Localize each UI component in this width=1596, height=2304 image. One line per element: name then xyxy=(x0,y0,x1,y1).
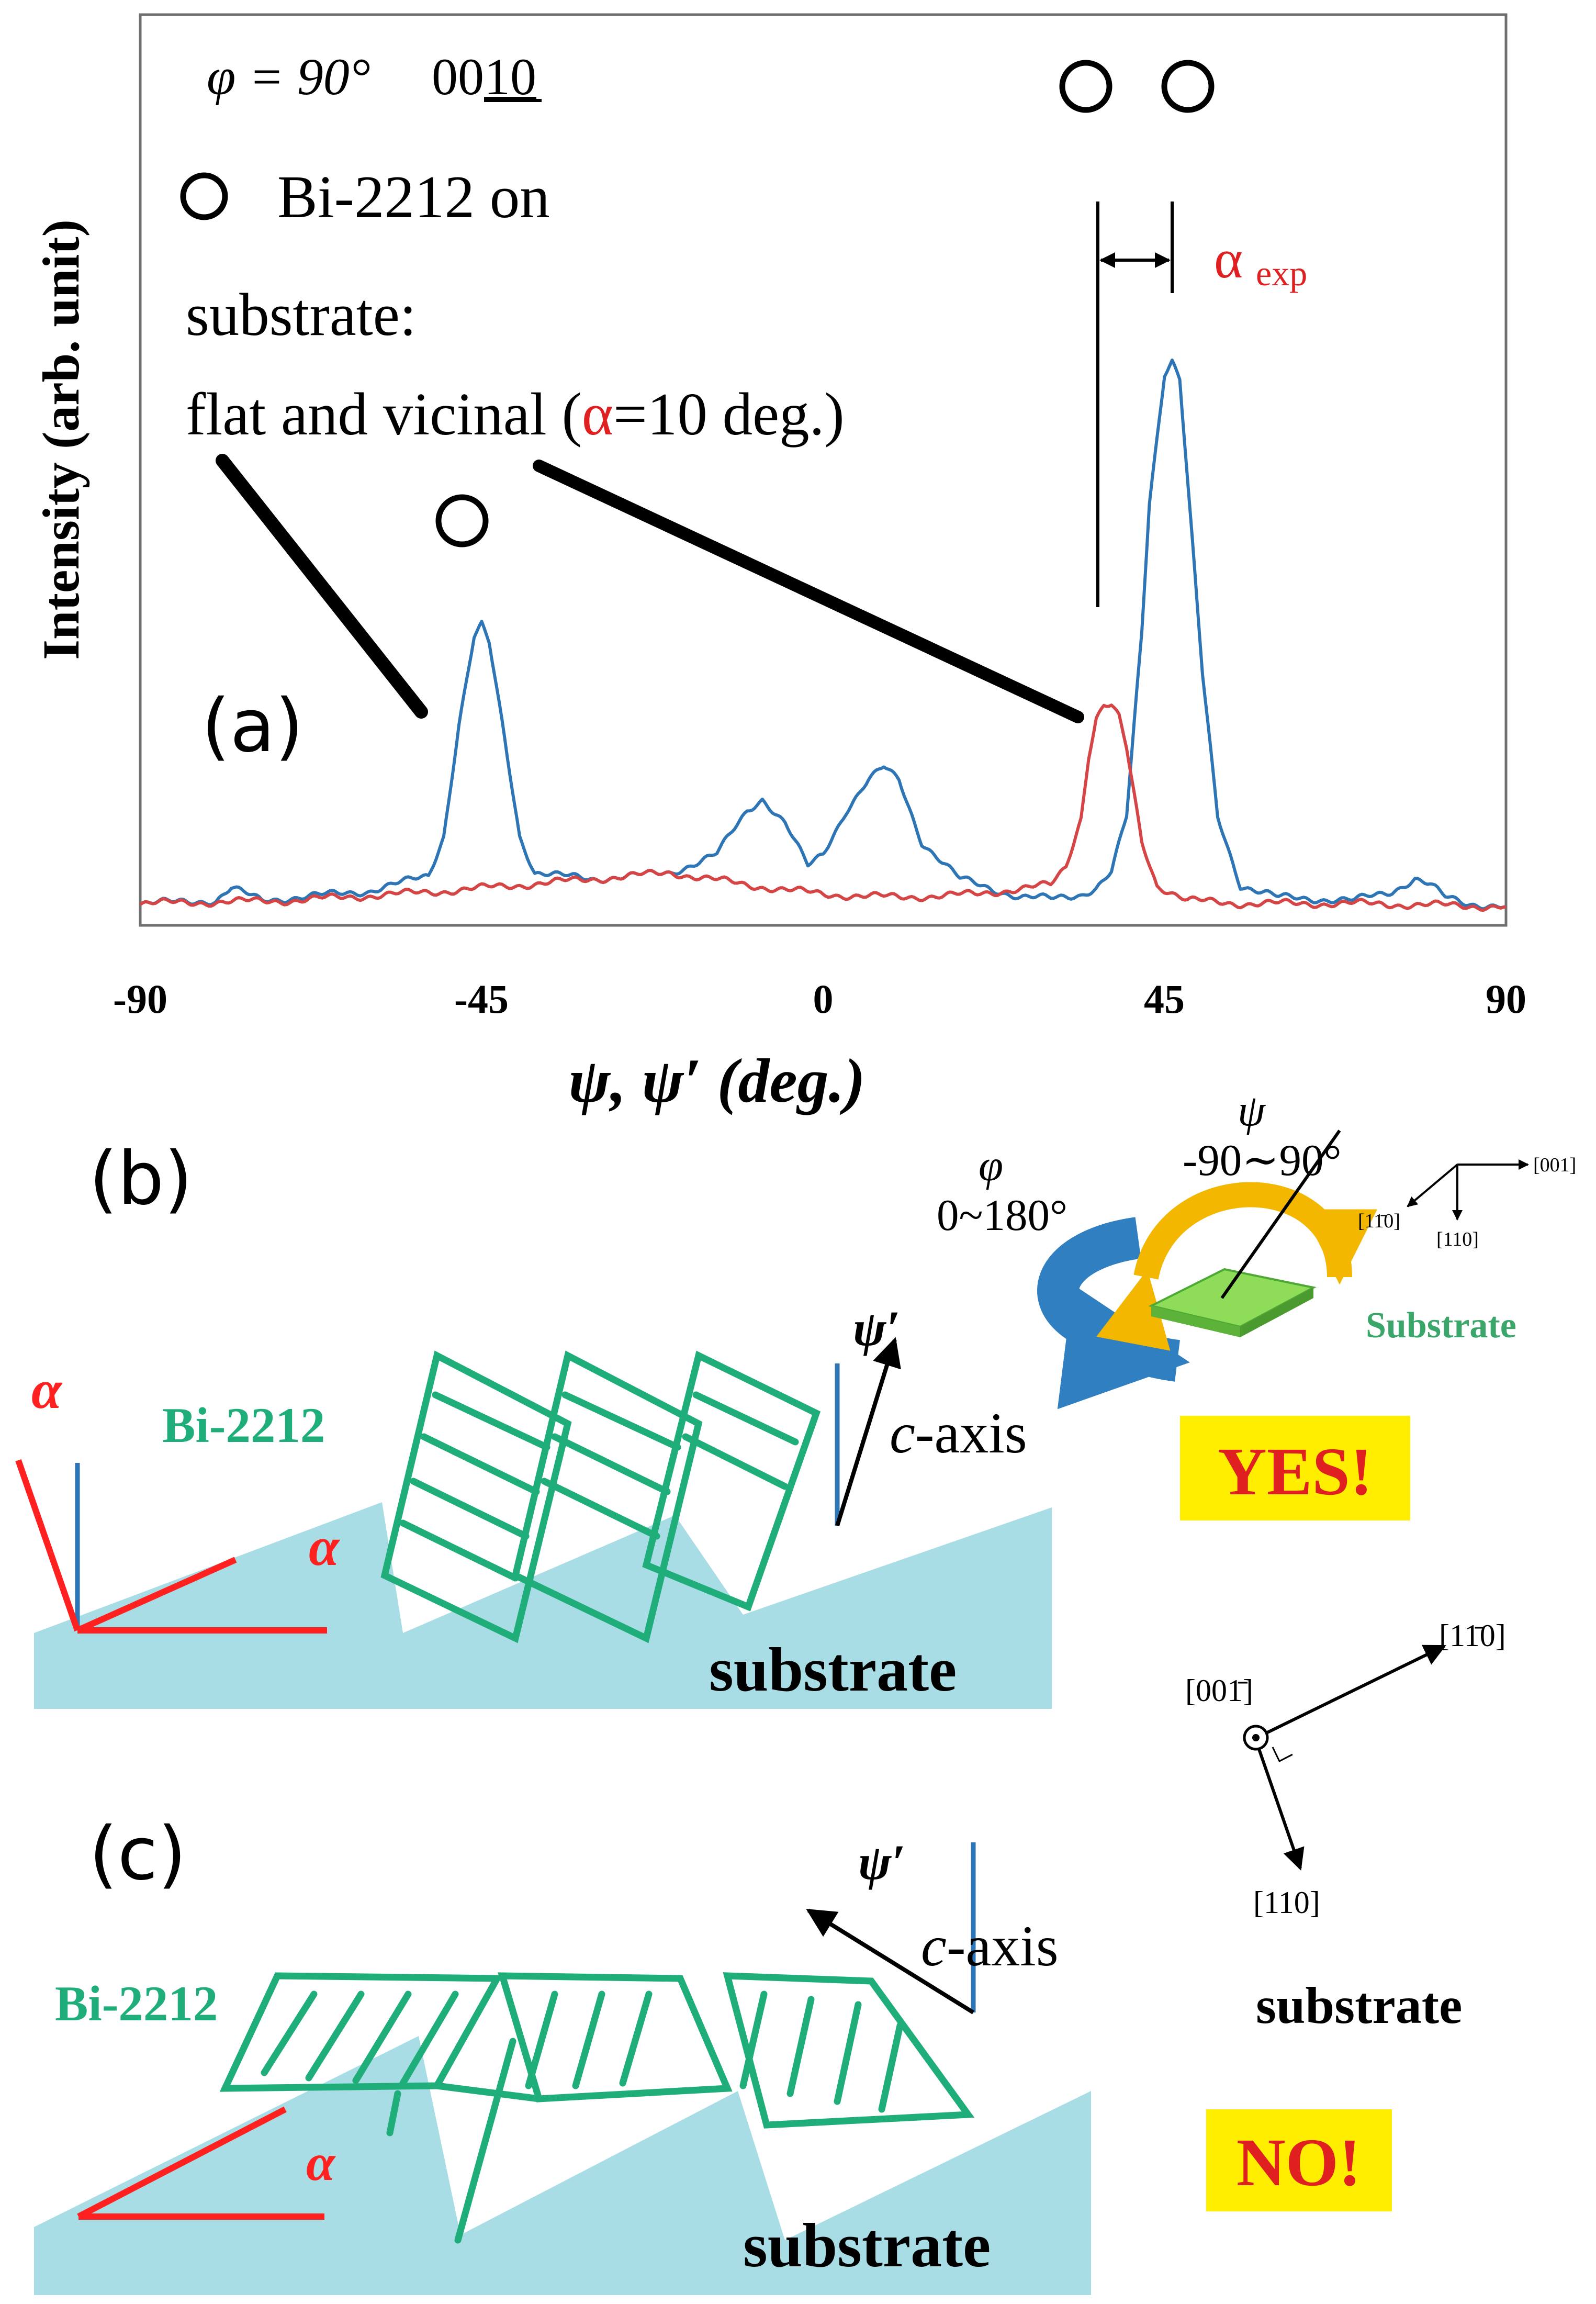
film-block xyxy=(723,1972,975,2129)
x-tick-label: -45 xyxy=(454,976,509,1022)
alpha-exp-sub: exp xyxy=(1256,253,1307,293)
crystal-substrate-label: substrate xyxy=(1256,1976,1462,2034)
axis-110-arrow-c xyxy=(1257,1749,1305,1871)
desc-alpha: α xyxy=(582,381,613,448)
c-axis-label-c: c-axis xyxy=(921,1914,1059,1978)
panel-a-label: (a) xyxy=(201,684,304,769)
c-axis-arrow-b xyxy=(835,1337,901,1527)
axis-110-label: [110] xyxy=(1436,1228,1479,1250)
film-label-c: Bi-2212 xyxy=(55,1976,218,2031)
yes-badge-text: YES! xyxy=(1218,1434,1373,1509)
legend-text: Bi-2212 on xyxy=(277,164,550,230)
film-block xyxy=(498,1972,733,2102)
phi-rotation-arrow-icon xyxy=(1037,1217,1190,1410)
pointer-line-vicinal xyxy=(216,454,428,719)
out-of-plane-axis-icon xyxy=(1243,1725,1269,1751)
pointer-line-flat xyxy=(533,460,1084,723)
psi-needle xyxy=(1220,1129,1341,1299)
bi2212-film-b xyxy=(380,1350,821,1643)
alpha-label-left: α xyxy=(31,1359,63,1420)
x-tick-label: 0 xyxy=(813,976,834,1022)
no-badge xyxy=(1206,2109,1392,2211)
series-line-flat xyxy=(139,703,1507,912)
c-axis-label-b: c-axis xyxy=(890,1401,1027,1465)
panel-b-label: (b) xyxy=(89,1136,193,1222)
reflection-label: 0010 xyxy=(432,48,536,106)
axis-1m10-arrow-c xyxy=(1266,1645,1446,1734)
axis-1m10-label: [11̄0] xyxy=(1358,1210,1400,1232)
panel-c-label: (c) xyxy=(89,1811,186,1897)
psi-prime-label-c: ψ′ xyxy=(858,1835,905,1890)
alpha-label-inner: α xyxy=(309,1516,340,1577)
panel-b: (b) α α Bi-2212 xyxy=(15,1136,1410,1709)
no-badge-text: NO! xyxy=(1237,2125,1361,2200)
right-angle-mark xyxy=(1272,1747,1293,1763)
bi2212-film-c xyxy=(219,1972,975,2244)
axis-001-label: [001] xyxy=(1533,1154,1576,1176)
peak-marker-icon xyxy=(1161,60,1215,113)
film-layers xyxy=(261,1990,904,2244)
c-axis-c: c xyxy=(890,1401,915,1465)
psi-prime-label-b: ψ′ xyxy=(853,1301,900,1356)
surface-tilted-b xyxy=(76,1557,237,1634)
crystal-axes: [001̄] [11̄0] [110] substrate xyxy=(1185,1618,1506,2034)
substrate-label-c: substrate xyxy=(743,2210,991,2280)
surface-tilted-c xyxy=(77,2106,287,2220)
reflection-underlined: 10 xyxy=(484,48,536,106)
alpha-label-c: α xyxy=(306,2133,336,2191)
c-axis-arrow-c xyxy=(806,1908,975,2015)
description-line1: substrate: xyxy=(186,282,417,348)
phi-range: 0~180° xyxy=(937,1191,1067,1240)
panel-c: (c) α xyxy=(34,1811,1392,2295)
film-label-b: Bi-2212 xyxy=(162,1397,325,1453)
film-block xyxy=(642,1350,821,1612)
alpha-exp-symbol: α xyxy=(1214,228,1243,289)
x-tick-label: 45 xyxy=(1144,976,1185,1022)
substrate-vicinal-c xyxy=(34,2036,1091,2295)
goniometer-substrate-label: Substrate xyxy=(1366,1305,1516,1346)
film-block xyxy=(380,1350,572,1643)
description-line2: flat and vicinal (α=10 deg.) xyxy=(186,381,845,448)
reflection-prefix: 00 xyxy=(432,48,484,106)
series-layer xyxy=(139,359,1507,912)
desc-start: flat and vicinal ( xyxy=(186,381,582,448)
phi-symbol: φ xyxy=(979,1141,1003,1190)
film-block xyxy=(511,1350,703,1643)
substrate-vicinal-b xyxy=(34,1502,1052,1709)
x-tick-label: -90 xyxy=(113,976,167,1022)
substrate-label-b: substrate xyxy=(709,1635,957,1704)
panel-a: Intensity (arb. unit) -90 -45 0 45 90 ψ,… xyxy=(32,13,1526,1115)
substrate-plate-edge xyxy=(1151,1306,1240,1337)
out-of-plane-axis-dot-icon xyxy=(1252,1734,1260,1741)
axis-110-label-c: [110] xyxy=(1253,1885,1320,1920)
film-bottom-edge xyxy=(433,2082,543,2102)
psi-range: -90∼90° xyxy=(1183,1136,1342,1185)
x-ticks: -90 -45 0 45 90 xyxy=(113,976,1526,1022)
x-axis-label: ψ, ψ′ (deg.) xyxy=(568,1046,865,1115)
series-line-vicinal xyxy=(139,359,1507,911)
substrate-plate-edge xyxy=(1240,1288,1313,1337)
axis-tilted-b xyxy=(15,1459,81,1631)
yes-badge xyxy=(1180,1416,1410,1520)
psi-symbol: ψ xyxy=(1238,1086,1266,1135)
x-tick-label: 90 xyxy=(1486,976,1526,1022)
plot-frame xyxy=(139,13,1508,927)
axis-1m10-label-c: [11̄0] xyxy=(1439,1618,1506,1653)
c-axis-c: c xyxy=(921,1914,947,1978)
c-axis-suffix: -axis xyxy=(915,1401,1027,1465)
desc-end: =10 deg.) xyxy=(613,381,845,448)
alpha-exp-label: α exp xyxy=(1214,228,1307,293)
psi-rotation-arrow-icon xyxy=(1096,1182,1377,1351)
peak-marker-icon xyxy=(435,494,489,547)
peak-marker-icon xyxy=(1059,60,1112,113)
axis-00m1-label: [001̄] xyxy=(1185,1673,1253,1708)
legend-marker-icon xyxy=(180,172,228,220)
y-axis-label: Intensity (arb. unit) xyxy=(32,219,90,660)
axis-1m10-arrow xyxy=(1407,1164,1458,1207)
goniometer-schematic: φ 0~180° ψ -90∼90° Substrate [001] [11̄0… xyxy=(937,1086,1576,1410)
phi-label: φ = 90° xyxy=(207,48,370,106)
c-axis-suffix: -axis xyxy=(947,1914,1059,1978)
film-layers xyxy=(399,1391,799,1582)
